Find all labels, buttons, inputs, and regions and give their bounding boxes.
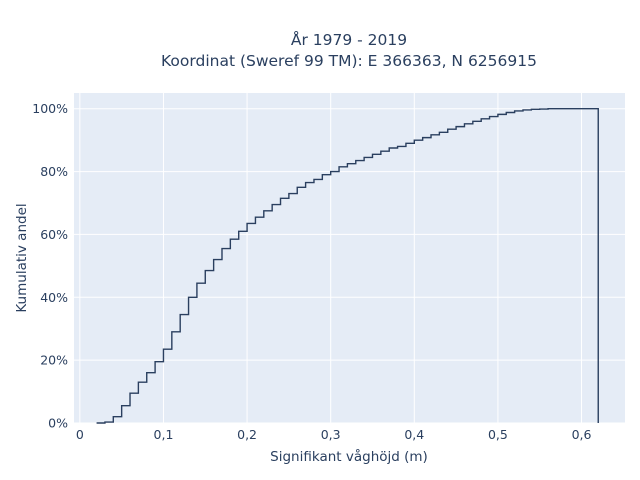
cdf-step-line: [96, 108, 599, 424]
series-layer: [96, 108, 599, 424]
chart-title-line-2: Koordinat (Sweref 99 TM): E 366363, N 62…: [161, 52, 537, 70]
chart-title-line-1: År 1979 - 2019: [291, 30, 407, 49]
plot-area: [74, 93, 625, 423]
y-tick-label: 80%: [40, 164, 68, 179]
y-tick-labels: 0% 20% 40% 60% 80% 100%: [32, 101, 68, 430]
y-tick-label: 100%: [32, 101, 68, 116]
x-tick-label: 0: [76, 427, 84, 442]
x-tick-label: 0,2: [237, 427, 257, 442]
x-tick-label: 0,1: [154, 427, 174, 442]
x-tick-label: 0,3: [321, 427, 341, 442]
x-tick-label: 0,6: [572, 427, 592, 442]
y-axis-title: Kumulativ andel: [14, 203, 30, 312]
y-tick-label: 0%: [48, 416, 68, 431]
x-tick-labels: 0 0,1 0,2 0,3 0,4 0,5 0,6: [76, 427, 592, 442]
y-tick-label: 20%: [40, 353, 68, 368]
y-tick-label: 40%: [40, 290, 68, 305]
y-tick-label: 60%: [40, 227, 68, 242]
x-tick-label: 0,4: [404, 427, 424, 442]
x-tick-label: 0,5: [488, 427, 508, 442]
x-axis-title: Signifikant våghöjd (m): [270, 448, 428, 465]
